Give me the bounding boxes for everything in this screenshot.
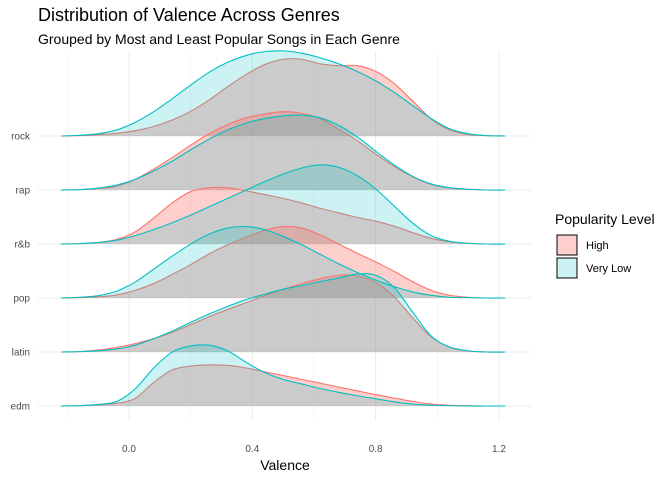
x-axis-title: Valence: [260, 457, 310, 473]
ridge-area-edm-very-low: [61, 344, 506, 407]
x-tick-label: 1.2: [492, 444, 506, 455]
ridge-line-latin-very-low: [61, 273, 506, 353]
ridge-area-edm-high: [61, 364, 506, 407]
ridge-area-rock-very-low: [61, 50, 506, 136]
ridge-area-rock-high: [61, 58, 506, 136]
y-tick-label: r&b: [14, 240, 30, 251]
density-ridges: [61, 50, 506, 407]
x-tick-label: 0.0: [122, 444, 136, 455]
legend-title: Popularity Level: [555, 211, 655, 227]
ridge-line-pop-very-low: [61, 225, 506, 299]
y-tick-label: rap: [16, 186, 31, 197]
ridge-area-pop-high: [61, 226, 506, 299]
y-axis-ticks: edm latin pop r&b rap rock: [11, 132, 31, 413]
ridge-line-rnb-very-low: [61, 164, 506, 245]
ridge-area-rap-very-low: [61, 115, 506, 191]
x-axis-ticks: 0.0 0.4 0.8 1.2: [122, 444, 506, 455]
legend-swatch-high: [556, 234, 578, 256]
ridge-line-pop-high: [61, 225, 506, 299]
legend: Popularity Level High Very Low: [555, 211, 655, 279]
ridge-area-rnb-high: [61, 187, 506, 245]
ridge-line-edm-high: [61, 364, 506, 407]
ridge-line-rnb-high: [61, 186, 506, 245]
legend-label-high: High: [586, 240, 609, 252]
ridge-line-rock-very-low: [61, 50, 506, 137]
ridge-line-rap-very-low: [61, 114, 506, 191]
y-tick-label: edm: [11, 402, 30, 413]
ridge-area-pop-very-low: [61, 226, 506, 299]
x-tick-label: 0.4: [245, 444, 259, 455]
ridge-area-rap-high: [61, 111, 506, 191]
y-tick-label: rock: [11, 132, 31, 143]
y-tick-label: latin: [12, 348, 30, 359]
legend-label-very-low: Very Low: [586, 263, 631, 275]
ridge-area-rnb-very-low: [61, 164, 506, 245]
ridge-line-edm-very-low: [61, 344, 506, 407]
ridge-area-latin-very-low: [61, 273, 506, 353]
chart-subtitle: Grouped by Most and Least Popular Songs …: [38, 31, 400, 47]
legend-swatch-very-low: [556, 257, 578, 279]
grid: [38, 52, 532, 420]
chart-title: Distribution of Valence Across Genres: [38, 5, 340, 25]
y-tick-label: pop: [13, 294, 30, 305]
x-tick-label: 0.8: [369, 444, 383, 455]
